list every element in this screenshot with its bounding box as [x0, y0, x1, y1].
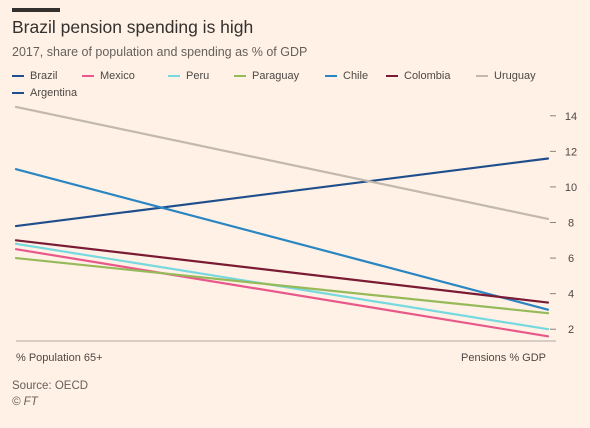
legend-swatch-paraguay [234, 75, 246, 77]
legend-swatch-argentina [12, 92, 24, 94]
x-category-label: % Population 65+ [16, 352, 103, 364]
series-line-uruguay [14, 105, 550, 221]
source-note: Source: OECD [12, 380, 89, 392]
chart-title: Brazil pension spending is high [12, 17, 254, 37]
series-line-chile [14, 168, 550, 311]
legend-label-argentina: Argentina [30, 87, 78, 99]
series-line-brazil [14, 157, 550, 228]
legend-swatch-brazil [12, 75, 24, 77]
legend-item-uruguay: Uruguay [476, 70, 536, 82]
series-line-paraguay [14, 256, 550, 315]
legend-item-chile: Chile [325, 70, 368, 82]
legend-swatch-colombia [386, 75, 398, 77]
legend-label-chile: Chile [343, 70, 369, 82]
y-tick-label: 4 [568, 289, 574, 301]
header-rule [12, 8, 60, 12]
y-tick-label: 10 [565, 182, 577, 194]
legend-label-mexico: Mexico [100, 70, 135, 82]
legend-label-uruguay: Uruguay [494, 70, 536, 82]
legend-label-peru: Peru [186, 70, 210, 82]
legend-item-mexico: Mexico [82, 70, 135, 82]
y-tick-label: 14 [565, 111, 577, 123]
chart-subtitle: 2017, share of population and spending a… [12, 45, 308, 59]
y-tick-label: 12 [565, 146, 577, 158]
legend-label-brazil: Brazil [30, 70, 58, 82]
legend-swatch-mexico [82, 75, 94, 77]
legend-item-colombia: Colombia [386, 70, 450, 82]
legend-label-paraguay: Paraguay [252, 70, 300, 82]
ft-credit: © FT [12, 396, 38, 408]
y-tick-label: 8 [568, 218, 574, 230]
y-tick-label: 2 [568, 324, 574, 336]
legend-item-peru: Peru [168, 70, 209, 82]
legend-item-paraguay: Paraguay [234, 70, 299, 82]
series-line-mexico [14, 248, 550, 338]
legend-label-colombia: Colombia [404, 70, 451, 82]
x-category-label: Pensions % GDP [461, 352, 546, 364]
legend-swatch-peru [168, 75, 180, 77]
legend-item-brazil: Brazil [12, 70, 58, 82]
legend-item-argentina: Argentina [12, 87, 77, 99]
y-tick-label: 6 [568, 253, 574, 265]
legend-swatch-chile [325, 75, 337, 77]
legend-swatch-uruguay [476, 75, 488, 77]
series-line-colombia [14, 239, 550, 304]
